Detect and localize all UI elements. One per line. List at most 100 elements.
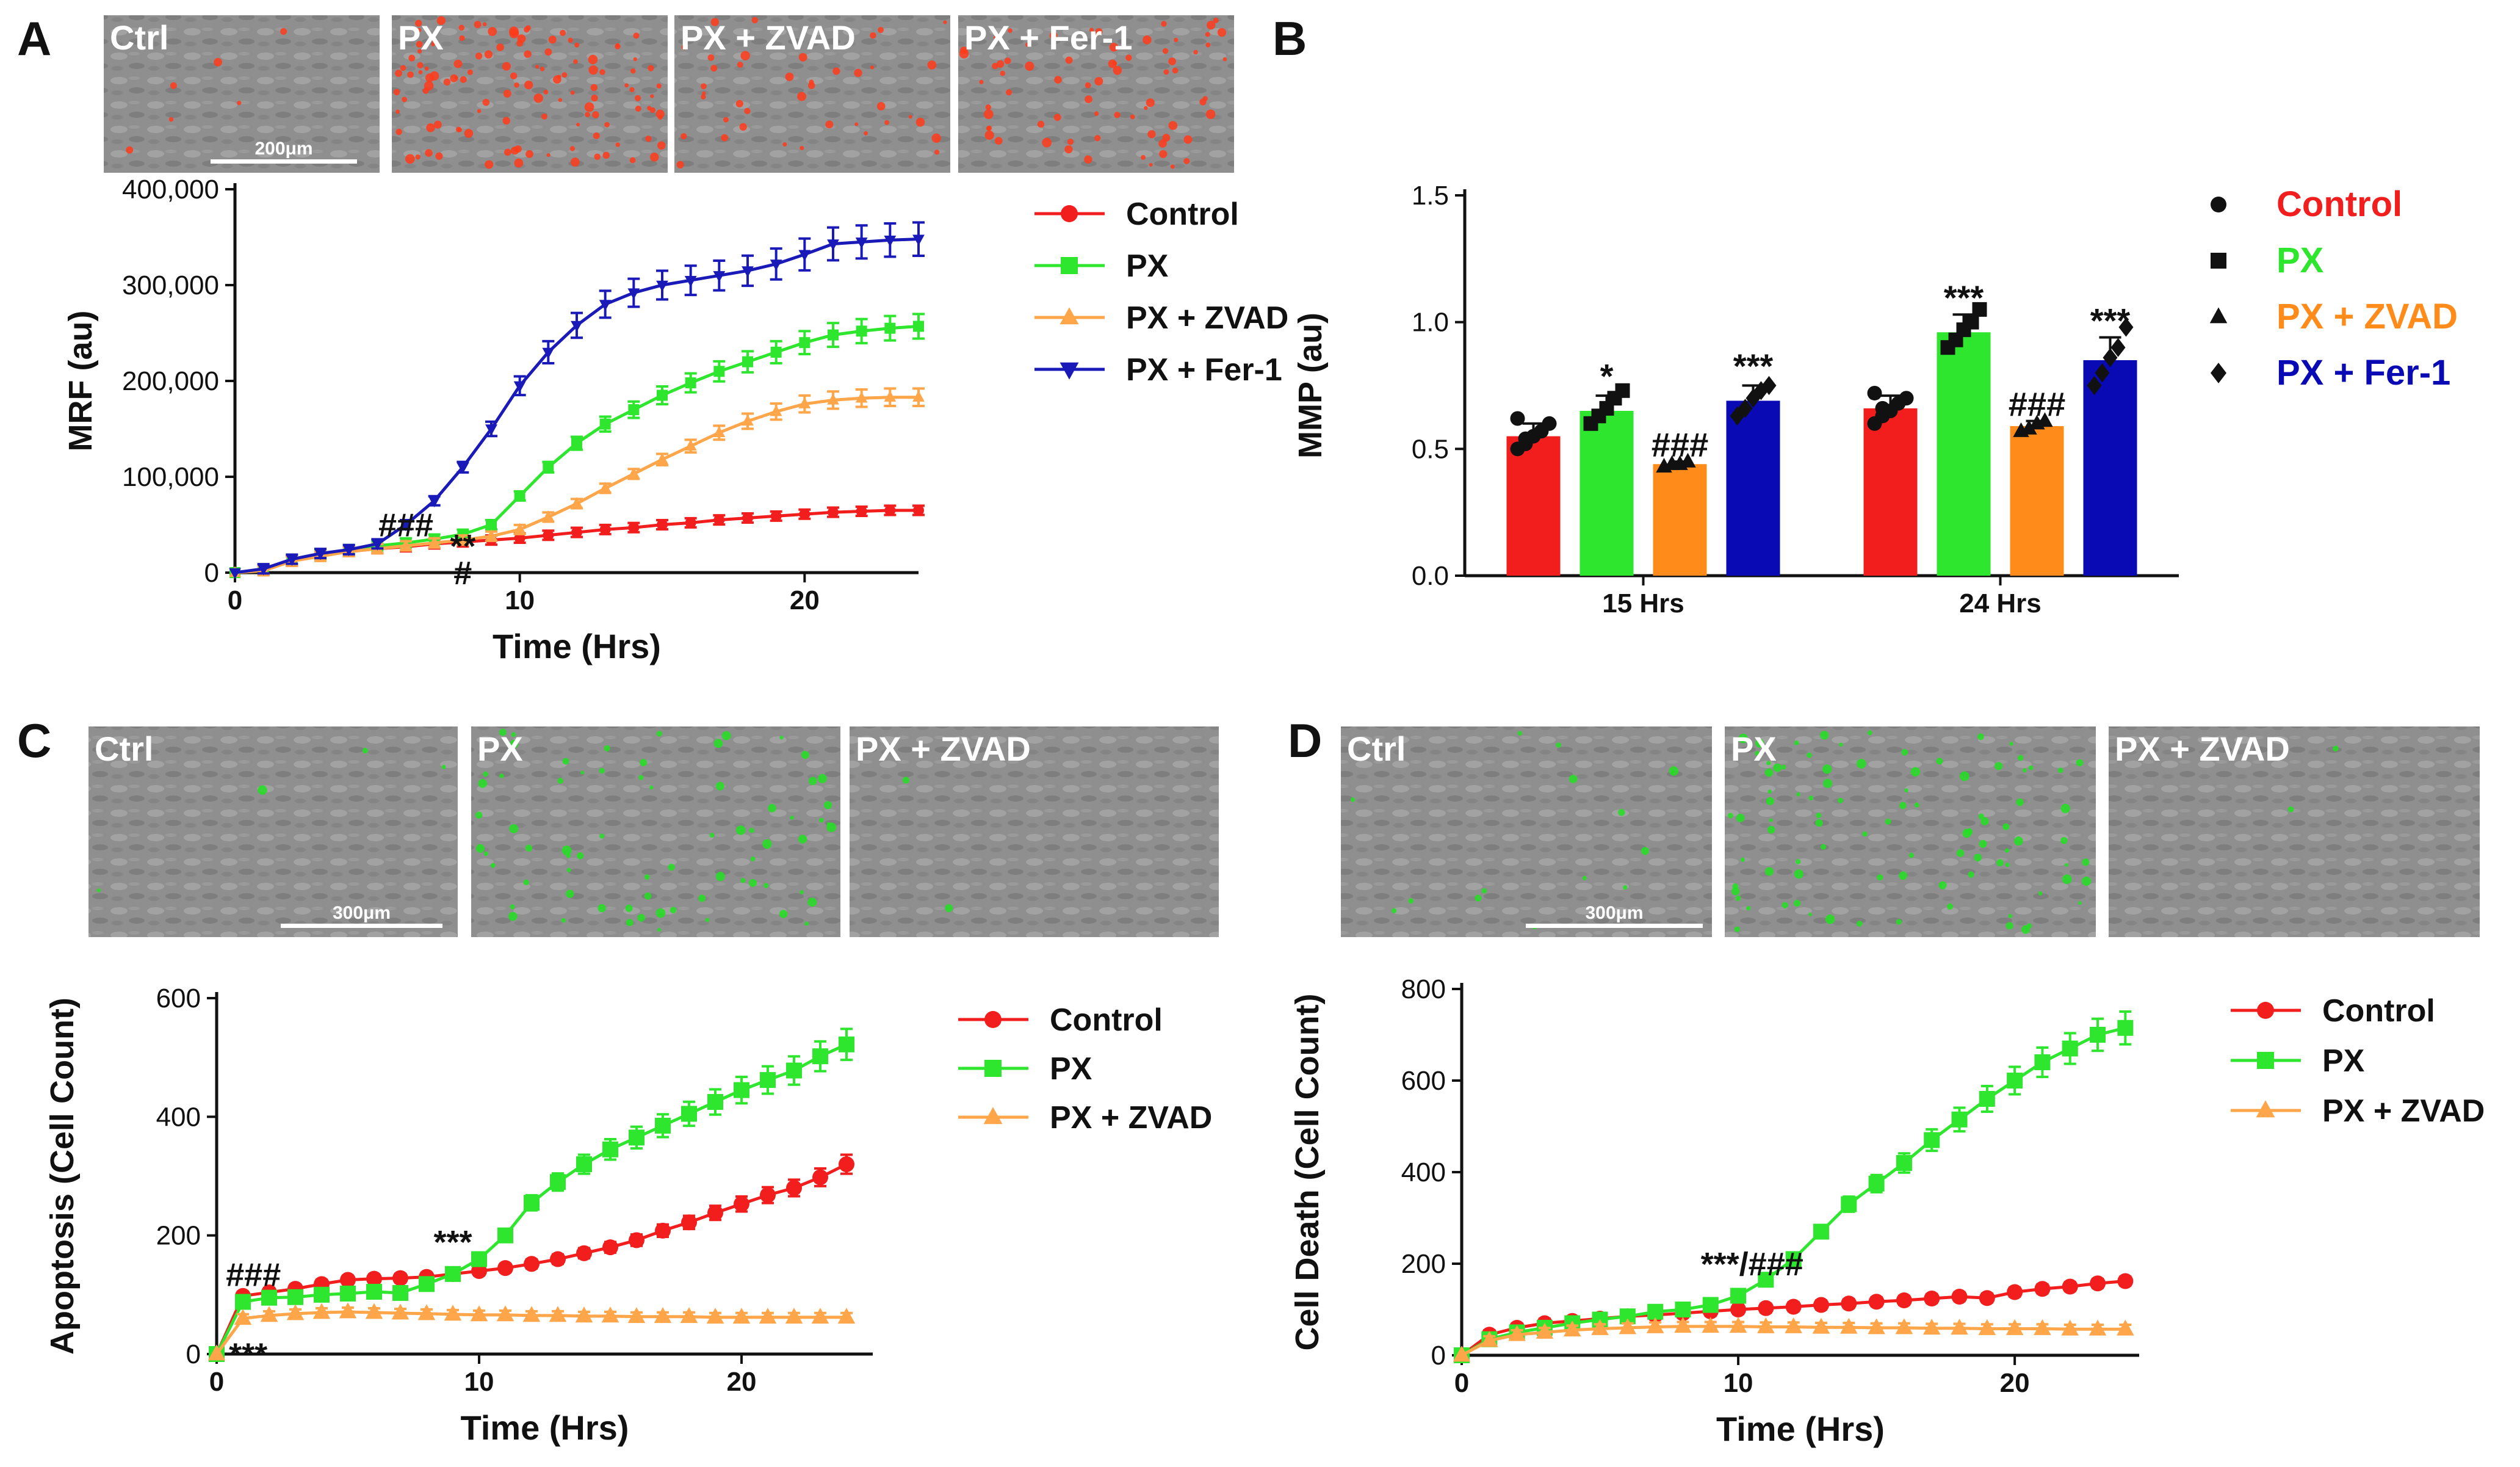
stained-cell bbox=[1885, 818, 1891, 825]
y-tick-label: 0.0 bbox=[1412, 561, 1449, 591]
micrograph-label: Ctrl bbox=[1347, 730, 1406, 768]
micrograph-C-0: Ctrl 300μm bbox=[88, 726, 458, 937]
data-point bbox=[884, 322, 896, 334]
legend-entry: PX + ZVAD bbox=[2231, 1093, 2485, 1129]
stained-cell bbox=[1766, 761, 1771, 766]
stained-cell bbox=[599, 69, 605, 75]
data-point bbox=[576, 1245, 592, 1261]
data-point bbox=[734, 1082, 749, 1098]
data-point bbox=[1646, 1317, 1664, 1333]
stained-cell bbox=[1149, 162, 1153, 167]
stained-cell bbox=[2287, 806, 2294, 813]
data-point bbox=[2090, 1275, 2106, 1292]
stained-cell bbox=[436, 16, 446, 25]
stained-cell bbox=[870, 65, 875, 70]
stained-cell bbox=[931, 133, 941, 143]
stained-cell bbox=[561, 846, 572, 855]
stained-cell bbox=[1174, 37, 1179, 43]
stained-cell bbox=[984, 130, 994, 140]
stained-cell bbox=[1064, 145, 1073, 154]
stained-cell bbox=[1162, 48, 1169, 54]
significance-annotation: ### bbox=[2009, 385, 2065, 423]
data-point bbox=[419, 1276, 435, 1292]
micrograph-label: PX + Fer-1 bbox=[964, 18, 1132, 57]
series-control bbox=[1506, 385, 1918, 576]
stained-cell bbox=[1755, 751, 1760, 756]
stained-cell bbox=[484, 50, 493, 59]
data-point bbox=[549, 1306, 567, 1322]
stained-cell bbox=[715, 872, 725, 882]
stained-cell bbox=[573, 59, 578, 64]
data-point bbox=[1757, 1317, 1775, 1333]
data-point bbox=[742, 356, 753, 368]
stained-cell bbox=[525, 150, 533, 158]
panel-label-A: A bbox=[17, 12, 51, 65]
stained-cell bbox=[474, 21, 482, 29]
stained-cell bbox=[749, 828, 754, 833]
data-point bbox=[2118, 317, 2134, 337]
legend-entry: PX + ZVAD bbox=[1034, 300, 1288, 336]
stained-cell bbox=[1054, 76, 1062, 84]
stained-cell bbox=[510, 739, 519, 748]
stained-cell bbox=[540, 67, 545, 71]
stained-cell bbox=[544, 48, 552, 56]
stained-cell bbox=[648, 65, 654, 71]
stained-cell bbox=[1979, 839, 1987, 848]
data-point bbox=[1508, 1325, 1526, 1341]
stained-cell bbox=[657, 927, 662, 932]
data-point bbox=[685, 517, 696, 529]
stained-cell bbox=[864, 131, 868, 136]
stained-cell bbox=[739, 123, 747, 131]
stained-cell bbox=[560, 29, 566, 36]
stained-cell bbox=[561, 72, 568, 78]
stained-cell bbox=[723, 117, 729, 123]
stained-cell bbox=[1094, 77, 1103, 86]
legend-label: PX + ZVAD bbox=[1050, 1100, 1212, 1136]
data-point bbox=[599, 300, 612, 311]
y-axis-title: Cell Death (Cell Count) bbox=[1289, 993, 1326, 1350]
stained-cell bbox=[96, 888, 101, 893]
stained-cell bbox=[1856, 759, 1866, 769]
data-point bbox=[628, 522, 640, 534]
stained-cell bbox=[523, 879, 530, 886]
x-tick-label: 24 Hrs bbox=[1959, 589, 2042, 618]
legend-label: PX + Fer-1 bbox=[2276, 353, 2450, 393]
stained-cell bbox=[510, 72, 518, 79]
data-point bbox=[2062, 1040, 2078, 1057]
stained-cell bbox=[624, 83, 629, 88]
stained-cell bbox=[832, 67, 840, 75]
stained-cell bbox=[1901, 748, 1908, 756]
legend-label: PX bbox=[2322, 1043, 2365, 1079]
series-px-zvad bbox=[229, 387, 925, 578]
data-point bbox=[1868, 1294, 1885, 1310]
stained-cell bbox=[490, 863, 496, 868]
stained-cell bbox=[902, 777, 909, 784]
data-point bbox=[734, 1196, 749, 1212]
stained-cell bbox=[407, 71, 414, 78]
stained-cell bbox=[168, 117, 174, 122]
data-point bbox=[1899, 391, 1914, 406]
stained-cell bbox=[749, 878, 757, 887]
stained-cell bbox=[1795, 859, 1801, 864]
legend-marker bbox=[2209, 307, 2228, 324]
stained-cell bbox=[482, 22, 487, 26]
stained-cell bbox=[629, 87, 635, 93]
data-point bbox=[713, 426, 726, 437]
significance-annotation: ### bbox=[1652, 426, 1708, 464]
data-point bbox=[1702, 1297, 1719, 1313]
data-point bbox=[1924, 1291, 1940, 1306]
stained-cell bbox=[655, 109, 665, 118]
legend-label: PX + ZVAD bbox=[2276, 297, 2458, 336]
stained-cell bbox=[558, 98, 563, 103]
data-point bbox=[2090, 1027, 2106, 1043]
data-point bbox=[235, 1294, 251, 1310]
significance-annotation: ### bbox=[378, 507, 433, 543]
y-tick-label: 0 bbox=[186, 1339, 201, 1369]
micrograph-label: PX + ZVAD bbox=[681, 18, 856, 57]
data-point bbox=[655, 1117, 671, 1134]
stained-cell bbox=[1877, 874, 1883, 881]
legend-marker bbox=[2211, 363, 2226, 383]
stained-cell bbox=[1974, 853, 1982, 862]
stained-cell bbox=[1168, 121, 1178, 130]
